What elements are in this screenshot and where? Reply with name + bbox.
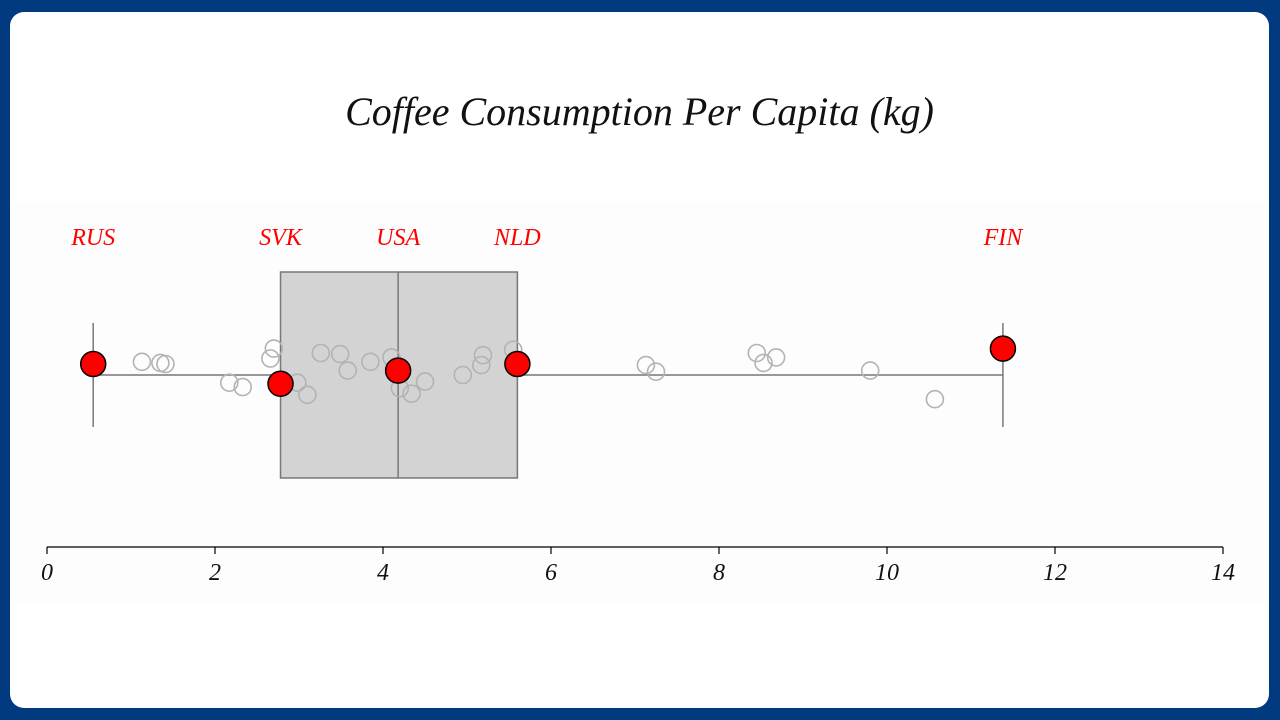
plot-background <box>10 202 1269 602</box>
highlight-label-fin: FIN <box>983 225 1025 251</box>
data-point <box>361 352 380 372</box>
x-tick-label: 14 <box>1211 560 1235 586</box>
highlight-label-usa: USA <box>376 225 420 251</box>
data-point <box>636 355 656 375</box>
data-point <box>473 345 493 365</box>
box-plot: RUS SVK USA NLD FIN 0 2 4 6 8 10 12 14 <box>41 225 1235 586</box>
x-tick-label: 0 <box>41 560 53 586</box>
data-point <box>766 348 786 367</box>
highlight-label-rus: RUS <box>70 225 115 251</box>
highlight-point-rus <box>79 350 107 378</box>
highlight-point-fin <box>989 335 1017 362</box>
highlight-point-svk <box>267 370 294 398</box>
x-tick-label: 2 <box>209 560 221 586</box>
highlight-label-nld: NLD <box>493 225 541 251</box>
data-point <box>264 339 284 358</box>
data-point <box>402 384 421 404</box>
data-point <box>233 377 253 397</box>
x-tick-label: 12 <box>1043 560 1067 586</box>
data-point <box>415 372 435 391</box>
data-point <box>754 353 773 373</box>
highlight-point-nld <box>504 350 531 378</box>
data-point <box>311 343 331 363</box>
x-tick-label: 4 <box>377 560 389 586</box>
chart-card: Coffee Consumption Per Capita (kg) RUS SV… <box>10 12 1269 708</box>
highlight-point-usa <box>384 357 412 384</box>
data-point <box>453 365 473 385</box>
x-tick-label: 8 <box>713 560 725 586</box>
data-point <box>261 349 280 368</box>
x-tick-label: 6 <box>545 560 557 586</box>
data-point <box>219 373 239 393</box>
data-point <box>338 361 358 380</box>
data-point <box>132 352 152 372</box>
data-point <box>471 355 491 375</box>
data-point <box>925 389 945 409</box>
x-tick-label: 10 <box>875 560 899 586</box>
chart-title: Coffee Consumption Per Capita (kg) <box>345 89 934 134</box>
data-point <box>298 385 317 405</box>
data-point <box>860 361 880 380</box>
data-point <box>646 362 666 382</box>
data-point <box>156 354 175 374</box>
data-point <box>330 344 350 364</box>
highlight-label-svk: SVK <box>259 225 304 251</box>
data-point <box>747 343 767 363</box>
